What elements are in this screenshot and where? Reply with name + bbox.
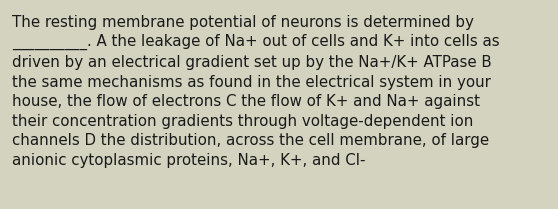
Text: The resting membrane potential of neurons is determined by
__________. A the lea: The resting membrane potential of neuron…: [12, 15, 500, 168]
